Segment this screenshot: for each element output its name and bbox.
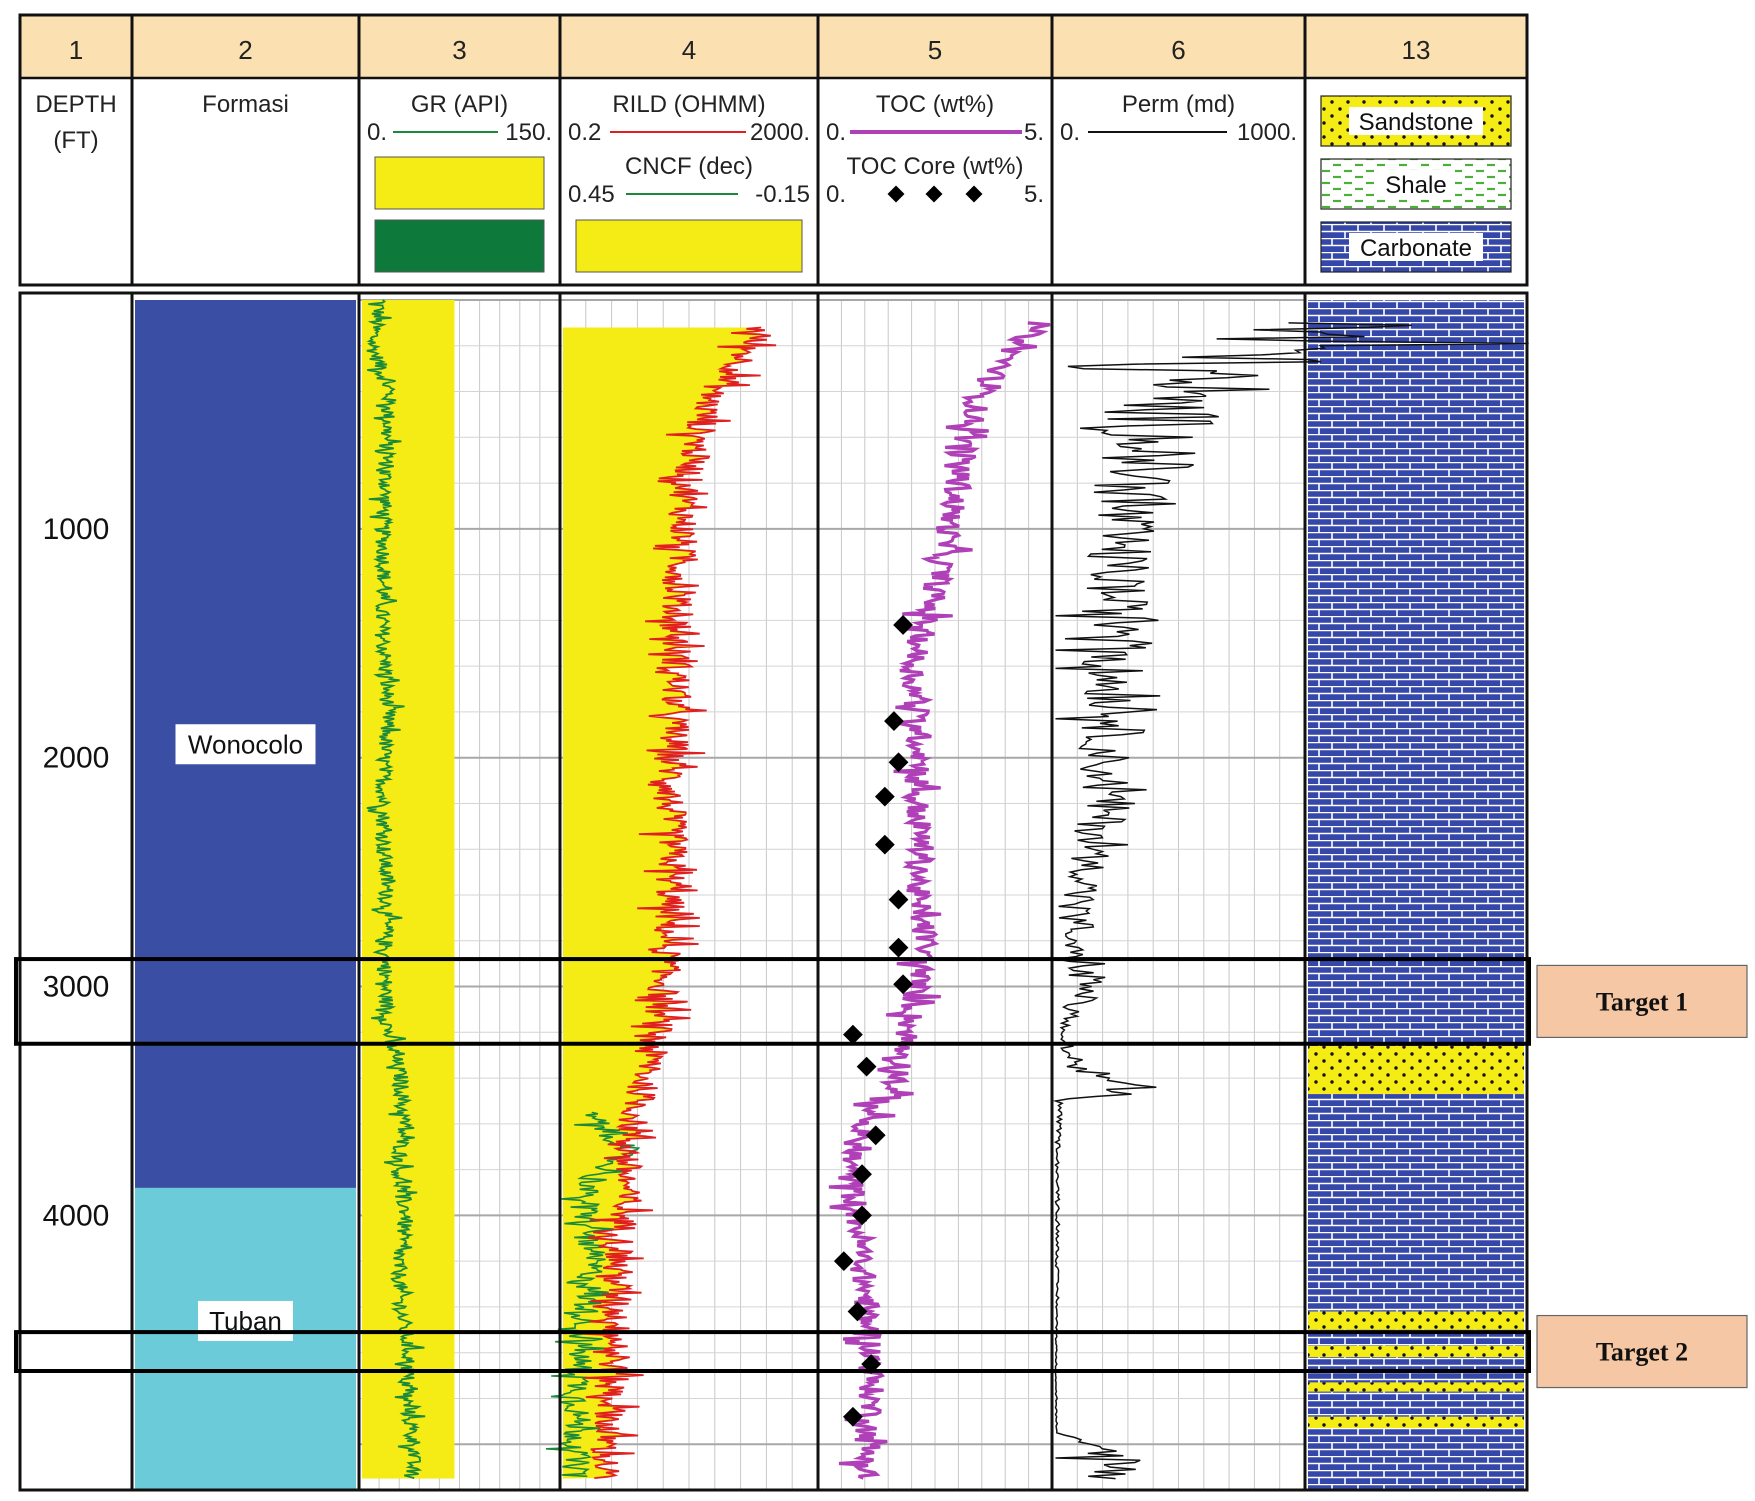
lithology-interval-sandstone (1308, 1046, 1524, 1095)
toc-core-point (833, 1251, 854, 1272)
toc-curve (828, 321, 1051, 1480)
toc-core-point (888, 937, 909, 958)
track-number-4: 4 (682, 35, 696, 65)
gr-fill (362, 300, 455, 1479)
toc-core-legend-marker-3 (965, 185, 983, 203)
toc-header: TOC (wt%) (876, 91, 994, 118)
formation-header: Formasi (202, 91, 289, 118)
toc-core-point (847, 1301, 868, 1322)
lithology-legend-sandstone-label: Sandstone (1359, 109, 1474, 136)
depth-tick-2000: 2000 (43, 742, 110, 775)
plot-frame (18, 291, 1529, 1492)
depth-header-line2: (FT) (53, 127, 98, 154)
toc-core-point (865, 1125, 886, 1146)
gr-header: GR (API) (411, 91, 508, 118)
toc-core-point (843, 1024, 863, 1045)
formation-label-wonocolo: Wonocolo (188, 729, 303, 759)
toc-core-point (888, 752, 909, 773)
lithology-interval-carbonate (1308, 300, 1524, 1047)
toc-core-point (874, 834, 895, 855)
gr-legend-fill-1 (374, 156, 545, 210)
track-number-6: 6 (1171, 35, 1185, 65)
track-number-1: 1 (69, 35, 83, 65)
target-2-label-box (1536, 1314, 1748, 1389)
toc-core-point (852, 1205, 872, 1226)
lithology-legend-sandstone-label-bg (1349, 107, 1483, 135)
lithology-interval-sandstone (1308, 1345, 1524, 1358)
lithology-legend-shale-label-bg (1377, 170, 1455, 198)
lithology-legend-shale-label: Shale (1385, 172, 1446, 199)
formation-label-bg-tuban (198, 1300, 293, 1341)
target-1-interval-box (14, 957, 1531, 1046)
perm-curve (1052, 322, 1529, 1480)
lithology-legend-carbonate-label-bg (1349, 233, 1483, 261)
toc-core-point (874, 786, 895, 807)
target-1-label-box (1536, 964, 1748, 1039)
cncf-curve (545, 1111, 641, 1478)
toc-core-point (893, 615, 913, 635)
lithology-interval-sandstone (1308, 1382, 1524, 1392)
cncf-scale-max: -0.15 (755, 181, 810, 208)
lithology-legend-carbonate-label: Carbonate (1360, 235, 1472, 262)
rild-header: RILD (OHMM) (612, 91, 765, 118)
perm-scale-max: 1000. (1237, 119, 1297, 146)
perm-scale-min: 0. (1060, 119, 1080, 146)
lithology-interval-carbonate (1308, 1428, 1524, 1490)
toc-core-point (884, 711, 904, 731)
toc-core-legend-marker-2 (925, 185, 943, 203)
gr-scale-max: 150. (505, 119, 552, 146)
header-frame (18, 13, 1529, 287)
depth-tick-4000: 4000 (43, 1199, 110, 1232)
perm-header: Perm (md) (1122, 91, 1235, 118)
rild-scale-max: 2000. (750, 119, 810, 146)
formation-label-tuban: Tuban (209, 1306, 282, 1336)
target-2-label: Target 2 (1596, 1338, 1688, 1367)
toc-core-scale-max: 5. (1024, 181, 1044, 208)
rild-curve (583, 326, 777, 1479)
rild-legend-fill (575, 219, 803, 273)
depth-tick-1000: 1000 (43, 513, 110, 546)
track-number-13: 13 (1402, 35, 1431, 65)
toc-core-header: TOC Core (wt%) (847, 153, 1024, 180)
track-number-strip (20, 15, 1527, 78)
track-number-2: 2 (238, 35, 252, 65)
toc-core-legend-marker-1 (887, 185, 905, 203)
toc-core-scale-min: 0. (826, 181, 846, 208)
toc-scale-max: 5. (1024, 119, 1044, 146)
gr-curve (366, 299, 426, 1479)
cncf-header: CNCF (dec) (625, 153, 753, 180)
track-number-5: 5 (928, 35, 942, 65)
target-1-label: Target 1 (1596, 987, 1688, 1016)
toc-core-point (852, 1164, 872, 1185)
track-number-3: 3 (452, 35, 466, 65)
lithology-interval-sandstone (1308, 1311, 1524, 1330)
toc-core-point (888, 889, 909, 910)
depth-header-line1: DEPTH (35, 91, 116, 118)
depth-tick-3000: 3000 (43, 971, 110, 1004)
cncf-scale-min: 0.45 (568, 181, 615, 208)
gr-scale-min: 0. (367, 119, 387, 146)
toc-scale-min: 0. (826, 119, 846, 146)
lithology-interval-carbonate (1308, 1391, 1524, 1417)
gr-legend-fill-2 (374, 219, 545, 273)
toc-core-point (843, 1406, 863, 1427)
lithology-interval-sandstone (1308, 1416, 1524, 1429)
rild-scale-min: 0.2 (568, 119, 601, 146)
toc-core-point (856, 1056, 877, 1077)
formation-label-bg-wonocolo (175, 724, 316, 765)
lithology-interval-carbonate (1308, 1094, 1524, 1312)
toc-core-point (893, 974, 913, 995)
target-2-interval-box (14, 1330, 1531, 1374)
